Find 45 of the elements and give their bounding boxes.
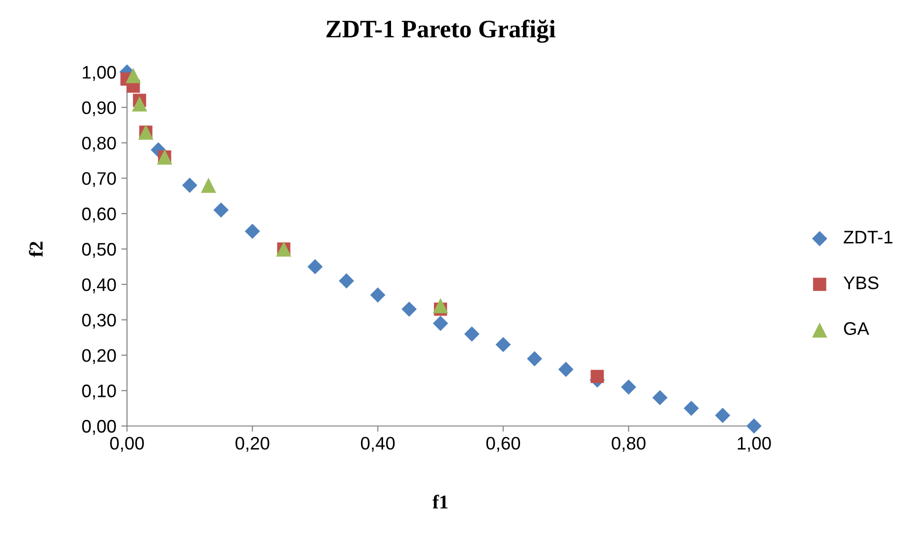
point bbox=[558, 362, 574, 377]
x-tick-label: 0,40 bbox=[360, 436, 395, 452]
y-tick-label: 1,00 bbox=[82, 66, 116, 81]
point bbox=[652, 390, 668, 406]
point bbox=[526, 351, 542, 366]
point bbox=[307, 259, 323, 274]
point bbox=[620, 379, 636, 395]
x-axis-title: f1 bbox=[432, 494, 448, 508]
x-tick-label: 0,00 bbox=[110, 436, 144, 452]
y-tick-label: 0,00 bbox=[82, 420, 116, 435]
y-tick-label: 0,30 bbox=[82, 314, 116, 329]
x-tick-label: 0,60 bbox=[486, 436, 520, 452]
legend-label: ZDT-1 bbox=[844, 230, 892, 244]
y-tick-label: 0,90 bbox=[82, 101, 116, 116]
point bbox=[464, 326, 480, 342]
y-tick-label: 0,40 bbox=[82, 278, 116, 294]
point bbox=[200, 178, 216, 193]
point bbox=[132, 96, 148, 112]
point bbox=[338, 273, 354, 288]
point bbox=[402, 302, 417, 317]
point bbox=[684, 400, 699, 416]
x-tick-label: 1,00 bbox=[738, 436, 771, 452]
y-axis-title: f2 bbox=[28, 242, 43, 257]
y-tick-label: 0,50 bbox=[82, 242, 116, 258]
point bbox=[370, 287, 386, 303]
chart-title: ZDT-1 Pareto Grafiği bbox=[326, 20, 556, 43]
x-tick-label: 0,80 bbox=[612, 436, 646, 452]
point bbox=[432, 298, 448, 314]
point bbox=[213, 202, 229, 218]
point bbox=[746, 418, 762, 434]
point bbox=[126, 68, 141, 84]
y-tick-label: 0,20 bbox=[82, 349, 116, 364]
y-tick-label: 0,10 bbox=[82, 384, 116, 400]
point bbox=[244, 224, 260, 239]
point bbox=[496, 336, 511, 352]
legend-label: GA bbox=[844, 322, 870, 335]
point bbox=[182, 178, 198, 193]
point bbox=[715, 408, 730, 423]
point bbox=[432, 316, 448, 331]
y-tick-label: 0,80 bbox=[82, 136, 116, 152]
x-tick-label: 0,20 bbox=[236, 436, 270, 452]
y-tick-label: 0,70 bbox=[82, 172, 116, 188]
legend-label: YBS bbox=[844, 276, 878, 290]
y-tick-label: 0,60 bbox=[82, 208, 116, 222]
point bbox=[590, 370, 604, 384]
